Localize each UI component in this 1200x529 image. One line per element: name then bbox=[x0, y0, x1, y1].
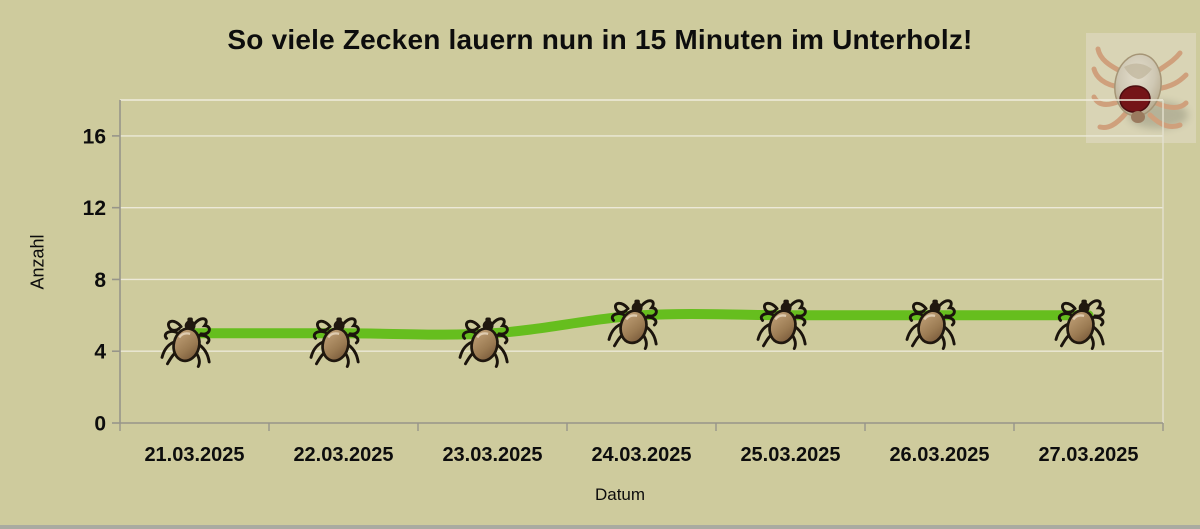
tick-bug-icon bbox=[905, 298, 956, 351]
y-tick-label: 0 bbox=[94, 413, 106, 436]
x-tick-label: 27.03.2025 bbox=[1038, 444, 1138, 466]
bottom-edge-strip bbox=[0, 525, 1200, 529]
y-tick-label: 16 bbox=[83, 125, 106, 148]
y-axis-title: Anzahl bbox=[27, 234, 48, 290]
tick-bug-icon bbox=[309, 316, 360, 368]
tick-bug-icon bbox=[1054, 298, 1105, 351]
tick-bug-icon bbox=[756, 298, 807, 351]
x-tick-label: 23.03.2025 bbox=[442, 444, 542, 466]
x-tick-label: 22.03.2025 bbox=[293, 444, 393, 466]
x-tick-label: 25.03.2025 bbox=[740, 444, 840, 466]
y-tick-label: 4 bbox=[94, 341, 106, 364]
tick-bug-icon bbox=[607, 298, 658, 351]
chart-title: So viele Zecken lauern nun in 15 Minuten… bbox=[227, 24, 973, 55]
tick-bug-icon bbox=[160, 316, 211, 368]
x-tick-label: 21.03.2025 bbox=[144, 444, 244, 466]
x-tick-label: 26.03.2025 bbox=[889, 444, 989, 466]
tick-photo-icon bbox=[1086, 33, 1196, 143]
tick-bug-icon bbox=[458, 316, 509, 368]
x-tick-label: 24.03.2025 bbox=[591, 444, 691, 466]
y-tick-label: 8 bbox=[94, 269, 106, 292]
x-axis-title: Datum bbox=[594, 485, 646, 504]
y-tick-label: 12 bbox=[83, 197, 106, 220]
